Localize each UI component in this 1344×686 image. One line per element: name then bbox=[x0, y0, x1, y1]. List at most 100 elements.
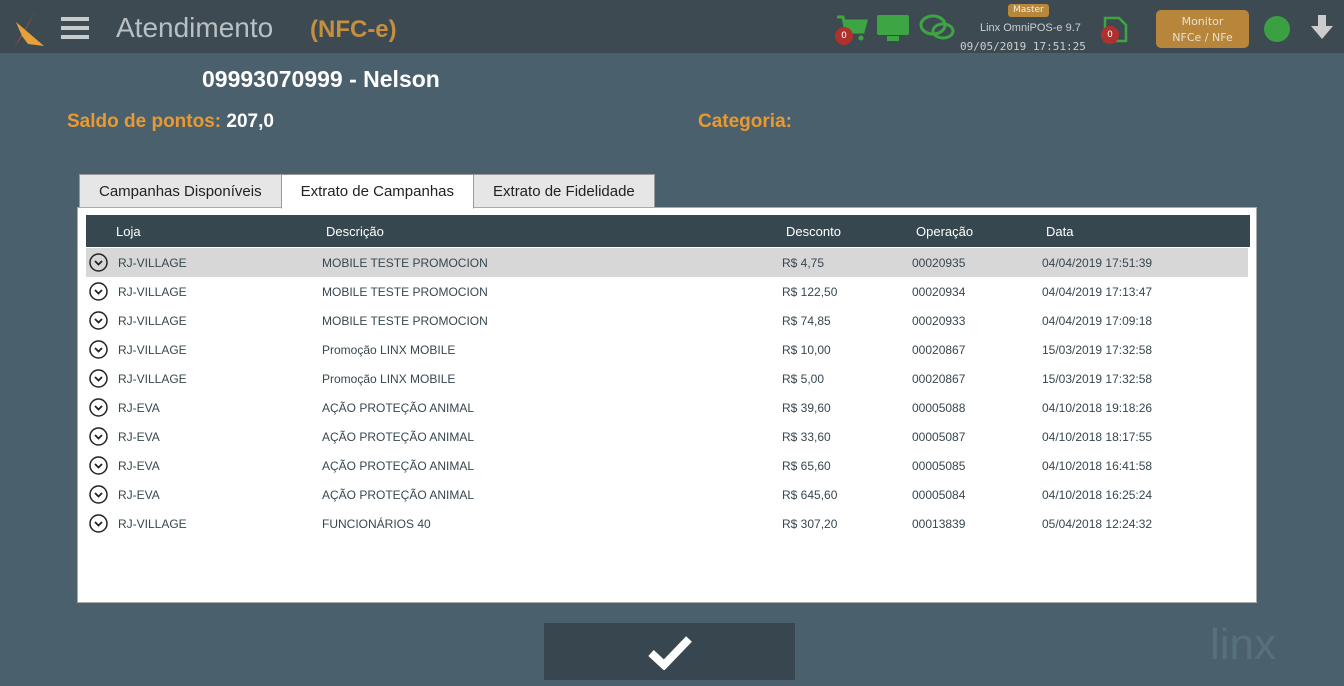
cell-descricao: Promoção LINX MOBILE bbox=[322, 372, 456, 386]
master-badge: Master bbox=[1008, 4, 1049, 17]
expand-chevron-icon[interactable] bbox=[89, 427, 108, 446]
cell-loja: RJ-EVA bbox=[118, 430, 160, 444]
monitor-sublabel: NFCe / NFe bbox=[1172, 31, 1233, 44]
cell-descricao: AÇÃO PROTEÇÃO ANIMAL bbox=[322, 488, 475, 502]
cell-operacao: 00020867 bbox=[912, 343, 966, 357]
table-row[interactable]: RJ-EVA AÇÃO PROTEÇÃO ANIMAL R$ 39,60 000050… bbox=[86, 393, 1248, 422]
cell-descricao: MOBILE TESTE PROMOCION bbox=[322, 256, 488, 270]
app-subtitle: (NFC-e) bbox=[310, 16, 397, 43]
table-header: Loja Descrição Desconto Operação Data bbox=[86, 215, 1250, 247]
table-row[interactable]: RJ-EVA AÇÃO PROTEÇÃO ANIMAL R$ 65,60 000050… bbox=[86, 451, 1248, 480]
cell-desconto: R$ 33,60 bbox=[782, 430, 831, 444]
table-row[interactable]: RJ-VILLAGE FUNCIONÁRIOS 40 R$ 307,20 000138… bbox=[86, 509, 1248, 538]
column-header-loja: Loja bbox=[116, 224, 141, 239]
campaign-statement-panel: Loja Descrição Desconto Operação Data RJ… bbox=[77, 207, 1257, 603]
tab-extrato-fidelidade[interactable]: Extrato de Fidelidade bbox=[473, 174, 655, 208]
cell-data: 15/03/2019 17:32:58 bbox=[1042, 343, 1153, 357]
cell-data: 04/10/2018 16:25:24 bbox=[1042, 488, 1153, 502]
expand-chevron-icon[interactable] bbox=[89, 369, 108, 388]
cell-data: 04/10/2018 18:17:55 bbox=[1042, 430, 1153, 444]
monitor-label: Monitor bbox=[1181, 15, 1224, 28]
top-bar: Atendimento (NFC-e) 0 Master Linx OmniPO… bbox=[0, 0, 1344, 53]
cell-loja: RJ-VILLAGE bbox=[118, 314, 187, 328]
cell-operacao: 00020867 bbox=[912, 372, 966, 386]
column-header-data: Data bbox=[1046, 224, 1074, 239]
cell-operacao: 00020933 bbox=[912, 314, 966, 328]
cell-data: 04/04/2019 17:09:18 bbox=[1042, 314, 1153, 328]
cell-desconto: R$ 307,20 bbox=[782, 517, 838, 531]
cell-descricao: AÇÃO PROTEÇÃO ANIMAL bbox=[322, 430, 475, 444]
expand-chevron-icon[interactable] bbox=[89, 485, 108, 504]
expand-chevron-icon[interactable] bbox=[89, 282, 108, 301]
datetime-label: 09/05/2019 17:51:25 bbox=[960, 40, 1086, 53]
cell-loja: RJ-VILLAGE bbox=[118, 256, 187, 270]
cell-operacao: 00005085 bbox=[912, 459, 966, 473]
cell-loja: RJ-VILLAGE bbox=[118, 517, 187, 531]
table-row[interactable]: RJ-VILLAGE MOBILE TESTE PROMOCION R$ 122,5… bbox=[86, 277, 1248, 306]
arrow-down-icon[interactable] bbox=[1310, 14, 1334, 40]
linx-watermark: linx bbox=[1210, 620, 1277, 669]
category-label: Categoria: bbox=[698, 111, 792, 132]
tab-bar: Campanhas Disponíveis Extrato de Campanh… bbox=[79, 174, 655, 209]
table-row[interactable]: RJ-VILLAGE Promoção LINX MOBILE R$ 5,00 000… bbox=[86, 364, 1248, 393]
table-row[interactable]: RJ-VILLAGE Promoção LINX MOBILE R$ 10,00 00… bbox=[86, 335, 1248, 364]
cell-desconto: R$ 4,75 bbox=[782, 256, 825, 270]
table-row[interactable]: RJ-EVA AÇÃO PROTEÇÃO ANIMAL R$ 33,60 000050… bbox=[86, 422, 1248, 451]
monitor-nfce-button[interactable]: Monitor NFCe / NFe bbox=[1156, 10, 1249, 48]
cell-operacao: 00020934 bbox=[912, 285, 966, 299]
cell-operacao: 00005087 bbox=[912, 430, 966, 444]
customer-title: 09993070999 - Nelson bbox=[202, 66, 440, 92]
cart-count-badge: 0 bbox=[835, 27, 853, 45]
globe-icon[interactable] bbox=[1264, 16, 1290, 42]
cell-loja: RJ-EVA bbox=[118, 459, 160, 473]
table-row[interactable]: RJ-EVA AÇÃO PROTEÇÃO ANIMAL R$ 645,60 00005… bbox=[86, 480, 1248, 509]
cell-desconto: R$ 10,00 bbox=[782, 343, 831, 357]
monitor-icon[interactable] bbox=[876, 14, 910, 42]
expand-chevron-icon[interactable] bbox=[89, 253, 108, 272]
cell-loja: RJ-EVA bbox=[118, 401, 160, 415]
expand-chevron-icon[interactable] bbox=[89, 398, 108, 417]
confirm-button[interactable] bbox=[544, 623, 795, 680]
category: Categoria: bbox=[698, 111, 792, 133]
cell-operacao: 00005088 bbox=[912, 401, 966, 415]
cell-desconto: R$ 5,00 bbox=[782, 372, 825, 386]
hamburger-menu-icon[interactable] bbox=[61, 17, 89, 39]
column-header-operacao: Operação bbox=[916, 224, 974, 239]
cell-loja: RJ-EVA bbox=[118, 488, 160, 502]
cell-desconto: R$ 39,60 bbox=[782, 401, 831, 415]
linx-logo-icon bbox=[14, 10, 44, 48]
table-row[interactable]: RJ-VILLAGE MOBILE TESTE PROMOCION R$ 74,85… bbox=[86, 306, 1248, 335]
expand-chevron-icon[interactable] bbox=[89, 311, 108, 330]
cell-descricao: MOBILE TESTE PROMOCION bbox=[322, 285, 488, 299]
cell-loja: RJ-VILLAGE bbox=[118, 372, 187, 386]
cell-descricao: AÇÃO PROTEÇÃO ANIMAL bbox=[322, 401, 475, 415]
tab-campanhas-disponiveis[interactable]: Campanhas Disponíveis bbox=[79, 174, 282, 208]
column-header-desconto: Desconto bbox=[786, 224, 841, 239]
tab-extrato-campanhas[interactable]: Extrato de Campanhas bbox=[280, 174, 475, 209]
cell-data: 04/10/2018 16:41:58 bbox=[1042, 459, 1153, 473]
cell-descricao: Promoção LINX MOBILE bbox=[322, 343, 456, 357]
cell-descricao: MOBILE TESTE PROMOCION bbox=[322, 314, 488, 328]
document-count-badge: 0 bbox=[1101, 26, 1119, 44]
cell-data: 04/10/2018 19:18:26 bbox=[1042, 401, 1153, 415]
cell-descricao: AÇÃO PROTEÇÃO ANIMAL bbox=[322, 459, 475, 473]
cell-data: 04/04/2019 17:51:39 bbox=[1042, 256, 1153, 270]
expand-chevron-icon[interactable] bbox=[89, 514, 108, 533]
cell-desconto: R$ 65,60 bbox=[782, 459, 831, 473]
expand-chevron-icon[interactable] bbox=[89, 456, 108, 475]
cell-data: 15/03/2019 17:32:58 bbox=[1042, 372, 1153, 386]
column-header-descricao: Descrição bbox=[326, 224, 384, 239]
expand-chevron-icon[interactable] bbox=[89, 340, 108, 359]
cell-descricao: FUNCIONÁRIOS 40 bbox=[322, 517, 431, 531]
cell-desconto: R$ 645,60 bbox=[782, 488, 838, 502]
cell-desconto: R$ 122,50 bbox=[782, 285, 838, 299]
chat-icon[interactable] bbox=[919, 14, 955, 42]
cell-operacao: 00013839 bbox=[912, 517, 966, 531]
app-title: Atendimento bbox=[116, 12, 274, 43]
cell-data: 05/04/2018 12:24:32 bbox=[1042, 517, 1153, 531]
table-row[interactable]: RJ-VILLAGE MOBILE TESTE PROMOCION R$ 4,75 0… bbox=[86, 248, 1248, 277]
cell-loja: RJ-VILLAGE bbox=[118, 285, 187, 299]
cell-operacao: 00005084 bbox=[912, 488, 966, 502]
cell-data: 04/04/2019 17:13:47 bbox=[1042, 285, 1153, 299]
cell-operacao: 00020935 bbox=[912, 256, 966, 270]
